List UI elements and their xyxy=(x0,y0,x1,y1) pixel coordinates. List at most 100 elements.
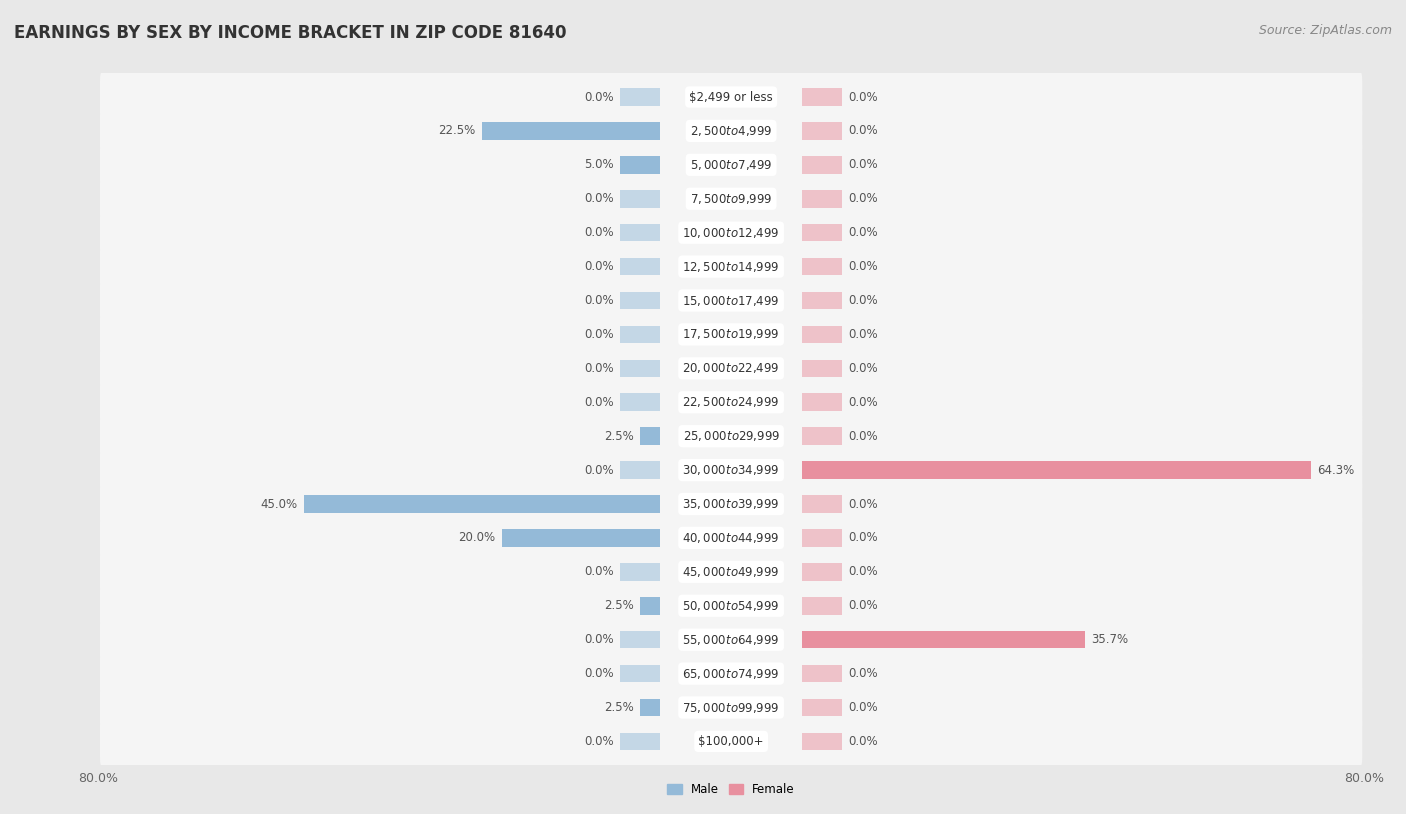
Text: $12,500 to $14,999: $12,500 to $14,999 xyxy=(682,260,780,274)
Bar xyxy=(803,156,842,173)
Text: 5.0%: 5.0% xyxy=(585,159,614,171)
Text: $2,500 to $4,999: $2,500 to $4,999 xyxy=(690,124,772,138)
Text: 0.0%: 0.0% xyxy=(585,735,614,748)
Text: 0.0%: 0.0% xyxy=(848,497,877,510)
FancyBboxPatch shape xyxy=(100,580,1362,632)
FancyBboxPatch shape xyxy=(100,309,1362,361)
Bar xyxy=(620,326,659,344)
Text: 0.0%: 0.0% xyxy=(848,430,877,443)
Text: $45,000 to $49,999: $45,000 to $49,999 xyxy=(682,565,780,579)
Bar xyxy=(620,190,659,208)
Text: 0.0%: 0.0% xyxy=(848,396,877,409)
Bar xyxy=(803,88,842,106)
Text: 2.5%: 2.5% xyxy=(605,701,634,714)
Text: 0.0%: 0.0% xyxy=(848,735,877,748)
Bar xyxy=(620,631,659,649)
Text: 35.7%: 35.7% xyxy=(1091,633,1128,646)
Bar xyxy=(640,427,659,445)
FancyBboxPatch shape xyxy=(100,173,1362,225)
Text: $20,000 to $22,499: $20,000 to $22,499 xyxy=(682,361,780,375)
Bar xyxy=(803,393,842,411)
FancyBboxPatch shape xyxy=(100,105,1362,157)
Text: 64.3%: 64.3% xyxy=(1317,464,1354,476)
Text: $55,000 to $64,999: $55,000 to $64,999 xyxy=(682,632,780,646)
Text: $10,000 to $12,499: $10,000 to $12,499 xyxy=(682,225,780,239)
Text: 0.0%: 0.0% xyxy=(848,532,877,545)
Bar xyxy=(640,698,659,716)
Bar xyxy=(803,495,842,513)
Text: $65,000 to $74,999: $65,000 to $74,999 xyxy=(682,667,780,681)
Bar xyxy=(803,631,1084,649)
FancyBboxPatch shape xyxy=(100,444,1362,497)
FancyBboxPatch shape xyxy=(100,138,1362,191)
Legend: Male, Female: Male, Female xyxy=(662,778,800,801)
Text: 0.0%: 0.0% xyxy=(585,667,614,680)
Text: 0.0%: 0.0% xyxy=(585,464,614,476)
Text: $17,500 to $19,999: $17,500 to $19,999 xyxy=(682,327,780,341)
Bar xyxy=(620,665,659,682)
Text: 0.0%: 0.0% xyxy=(848,260,877,273)
Text: 0.0%: 0.0% xyxy=(585,633,614,646)
FancyBboxPatch shape xyxy=(100,681,1362,733)
Bar xyxy=(803,258,842,275)
Bar xyxy=(502,529,659,547)
FancyBboxPatch shape xyxy=(100,478,1362,530)
Bar xyxy=(304,495,659,513)
FancyBboxPatch shape xyxy=(100,512,1362,564)
Text: $25,000 to $29,999: $25,000 to $29,999 xyxy=(682,429,780,443)
Bar xyxy=(803,326,842,344)
Text: 2.5%: 2.5% xyxy=(605,599,634,612)
Text: 0.0%: 0.0% xyxy=(585,192,614,205)
Bar xyxy=(803,733,842,751)
Text: 20.0%: 20.0% xyxy=(458,532,495,545)
Bar xyxy=(803,529,842,547)
Text: 22.5%: 22.5% xyxy=(439,125,475,138)
Bar xyxy=(620,733,659,751)
Text: 0.0%: 0.0% xyxy=(848,125,877,138)
Bar xyxy=(620,291,659,309)
Text: EARNINGS BY SEX BY INCOME BRACKET IN ZIP CODE 81640: EARNINGS BY SEX BY INCOME BRACKET IN ZIP… xyxy=(14,24,567,42)
Text: 0.0%: 0.0% xyxy=(848,599,877,612)
Bar xyxy=(803,462,1310,479)
Bar xyxy=(620,360,659,377)
Bar xyxy=(620,563,659,580)
Text: $7,500 to $9,999: $7,500 to $9,999 xyxy=(690,192,772,206)
Text: $15,000 to $17,499: $15,000 to $17,499 xyxy=(682,294,780,308)
Text: $2,499 or less: $2,499 or less xyxy=(689,90,773,103)
FancyBboxPatch shape xyxy=(100,207,1362,259)
Text: $50,000 to $54,999: $50,000 to $54,999 xyxy=(682,599,780,613)
Bar xyxy=(803,427,842,445)
FancyBboxPatch shape xyxy=(100,71,1362,123)
Bar xyxy=(620,393,659,411)
Bar xyxy=(803,190,842,208)
Text: 0.0%: 0.0% xyxy=(585,328,614,341)
Text: 0.0%: 0.0% xyxy=(585,396,614,409)
Text: 0.0%: 0.0% xyxy=(585,260,614,273)
Text: Source: ZipAtlas.com: Source: ZipAtlas.com xyxy=(1258,24,1392,37)
Text: 0.0%: 0.0% xyxy=(848,159,877,171)
Text: 0.0%: 0.0% xyxy=(585,226,614,239)
Text: 0.0%: 0.0% xyxy=(848,667,877,680)
Text: $35,000 to $39,999: $35,000 to $39,999 xyxy=(682,497,780,511)
Text: 0.0%: 0.0% xyxy=(848,192,877,205)
Text: 0.0%: 0.0% xyxy=(585,362,614,374)
Bar xyxy=(803,665,842,682)
Text: 0.0%: 0.0% xyxy=(585,90,614,103)
Text: 0.0%: 0.0% xyxy=(848,294,877,307)
Text: $75,000 to $99,999: $75,000 to $99,999 xyxy=(682,701,780,715)
Text: $30,000 to $34,999: $30,000 to $34,999 xyxy=(682,463,780,477)
Bar xyxy=(803,597,842,615)
Bar xyxy=(803,698,842,716)
Bar xyxy=(620,88,659,106)
Text: 0.0%: 0.0% xyxy=(585,566,614,578)
FancyBboxPatch shape xyxy=(100,240,1362,293)
FancyBboxPatch shape xyxy=(100,376,1362,428)
FancyBboxPatch shape xyxy=(100,545,1362,598)
Text: $5,000 to $7,499: $5,000 to $7,499 xyxy=(690,158,772,172)
Bar xyxy=(803,291,842,309)
Bar xyxy=(803,224,842,242)
Bar xyxy=(620,156,659,173)
Bar xyxy=(482,122,659,140)
Bar xyxy=(803,360,842,377)
FancyBboxPatch shape xyxy=(100,647,1362,700)
